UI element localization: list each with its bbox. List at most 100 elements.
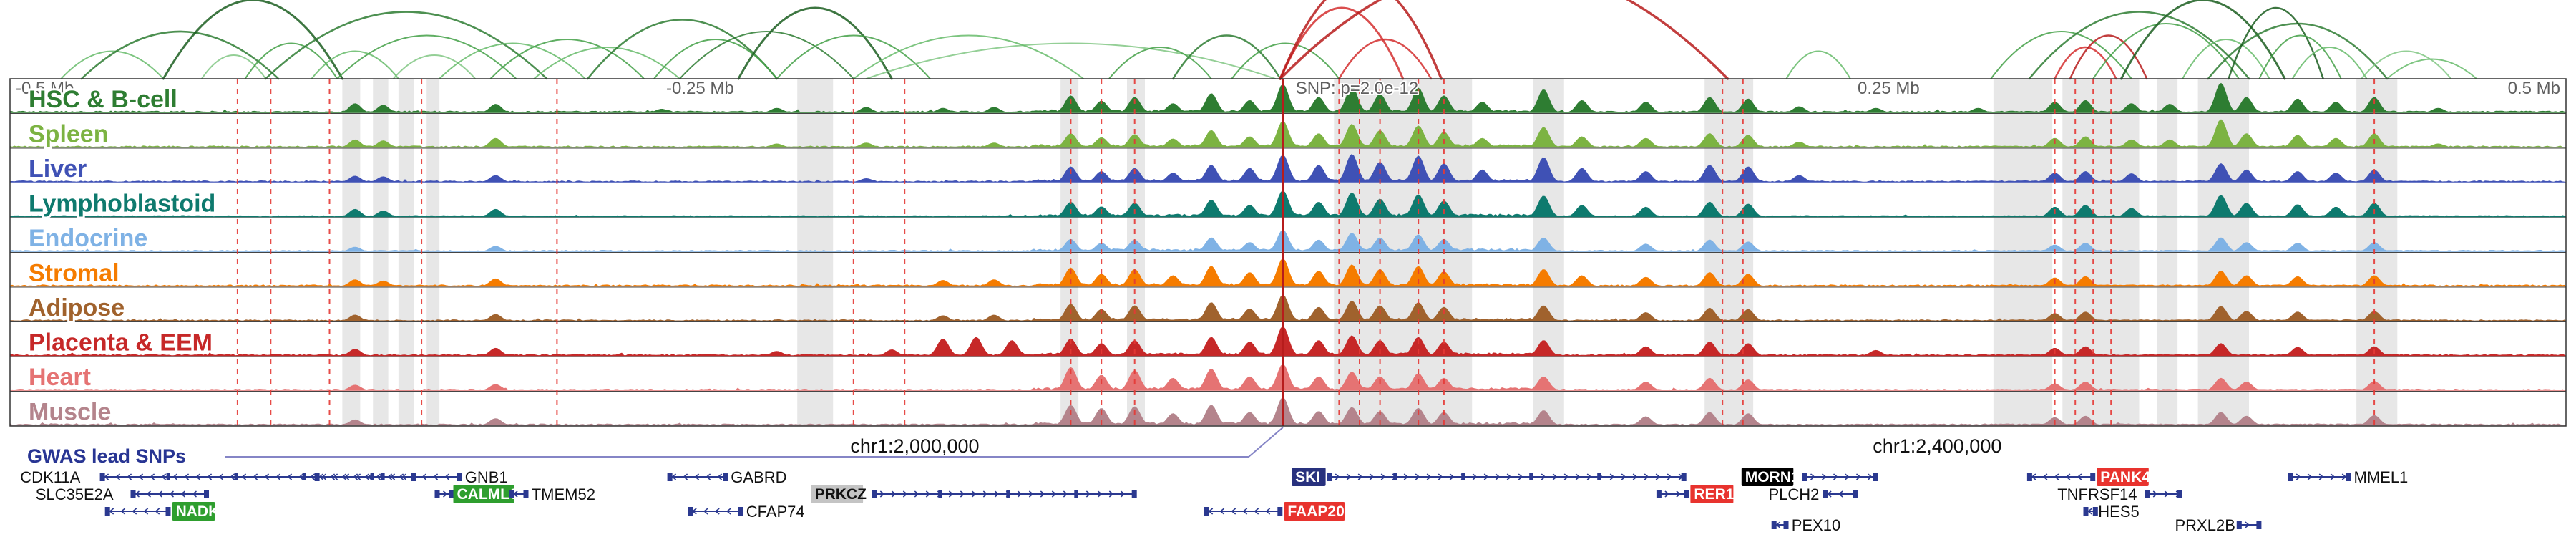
track-row-placenta-eem [9, 326, 2567, 357]
strand-chevron [1644, 473, 1649, 480]
gene-label: FAAP20 [1287, 503, 1344, 520]
strand-chevron [127, 473, 132, 480]
strand-chevron [1667, 473, 1672, 480]
track-row-liver [9, 153, 2567, 183]
exon-block [1823, 490, 1828, 498]
strand-chevron [192, 490, 197, 498]
gene-label: CALML6 [457, 486, 518, 503]
gene-label: TNFRSF14 [2057, 485, 2137, 503]
exon-block [434, 490, 440, 498]
strand-chevron [1040, 490, 1045, 498]
interaction-arc [2228, 6, 2324, 80]
strand-chevron [925, 490, 931, 498]
gene-TMEM52: TMEM52 [509, 485, 595, 503]
strand-chevron [726, 508, 731, 515]
exon-block [523, 490, 529, 498]
strand-chevron [1621, 473, 1626, 480]
strand-chevron [1845, 473, 1850, 480]
strand-chevron [364, 473, 370, 480]
strand-chevron [155, 508, 160, 515]
strand-chevron [1838, 490, 1843, 498]
strand-chevron [180, 490, 185, 498]
track-label: Lymphoblastoid [29, 190, 215, 218]
gwas-lead-snps-label: GWAS lead SNPs [27, 445, 186, 467]
gene-label: MORN1 [1745, 469, 1800, 485]
strand-chevron [1063, 490, 1068, 498]
strand-chevron [1586, 473, 1592, 480]
exon-block [1853, 490, 1858, 498]
exon-block [938, 490, 942, 498]
gene-label-box [1284, 502, 1345, 521]
strand-chevron [1097, 490, 1103, 498]
strand-chevron [1664, 490, 1670, 498]
strand-chevron [1254, 508, 1259, 515]
exon-block [667, 473, 673, 481]
arc-track [60, 0, 2477, 80]
exon-block [1393, 473, 1397, 480]
gene-label: PEX10 [1792, 516, 1841, 534]
exon-block [99, 473, 105, 481]
track-row-hsc-b-cell [9, 82, 2567, 113]
interaction-arc [2092, 23, 2240, 79]
strand-chevron [1552, 473, 1558, 480]
strand-chevron [2341, 473, 2347, 480]
interaction-arc [776, 34, 931, 79]
strand-chevron [1380, 473, 1386, 480]
signal-area [9, 153, 2567, 183]
panel-border [9, 78, 2567, 427]
strand-chevron [287, 473, 293, 480]
exon-block [1529, 473, 1533, 480]
strand-chevron [2054, 473, 2059, 480]
exon-block [234, 473, 238, 480]
strand-chevron [1335, 473, 1340, 480]
strand-chevron [138, 473, 144, 480]
signal-area [9, 294, 2567, 321]
track-row-heart [9, 364, 2567, 391]
strand-chevron [1085, 490, 1091, 498]
strand-chevron [982, 490, 988, 498]
gene-RER1: RER1 [1656, 485, 1735, 503]
gene-label: PANK4 [2100, 469, 2150, 485]
exon-block [302, 473, 306, 480]
strand-chevron [310, 473, 316, 480]
gene-label-box [2097, 468, 2149, 486]
gene-label-box [1741, 468, 1794, 486]
strand-chevron [1518, 473, 1523, 480]
exon-block [1783, 521, 1789, 529]
strand-chevron [994, 490, 1000, 498]
strand-chevron [1357, 473, 1363, 480]
strand-chevron [1541, 473, 1546, 480]
strand-chevron [960, 490, 965, 498]
interaction-arc [1172, 34, 1282, 80]
interaction-arc [80, 30, 280, 80]
gene-label-box [453, 485, 514, 503]
track-row-endocrine [9, 229, 2567, 252]
strand-chevron [1028, 490, 1034, 498]
gene-label: NADK [176, 503, 220, 520]
exon-block [457, 473, 462, 481]
strand-chevron [146, 490, 151, 498]
exon-block [449, 490, 454, 498]
interaction-arc [2291, 47, 2368, 79]
strand-chevron [902, 490, 908, 498]
strand-chevron [1415, 473, 1420, 480]
strand-chevron [683, 473, 688, 480]
interaction-arc [1990, 31, 2132, 79]
strand-chevron [1403, 473, 1409, 480]
gene-label-box [1690, 485, 1734, 503]
gene-HES5: HES5 [2083, 503, 2140, 521]
track-label: Stromal [29, 260, 119, 287]
strand-chevron [410, 473, 416, 480]
coordinate-label: chr1:2,000,000 [850, 435, 979, 457]
strand-chevron [330, 473, 336, 480]
strand-chevron [184, 473, 190, 480]
strand-chevron [1108, 490, 1114, 498]
gene-FAAP20: FAAP20 [1204, 502, 1345, 521]
strand-chevron [2065, 473, 2071, 480]
strand-chevron [1472, 473, 1478, 480]
strand-chevron [2318, 473, 2324, 480]
exon-block [2026, 473, 2032, 481]
strand-chevron [2042, 473, 2048, 480]
exon-block [2256, 521, 2262, 529]
